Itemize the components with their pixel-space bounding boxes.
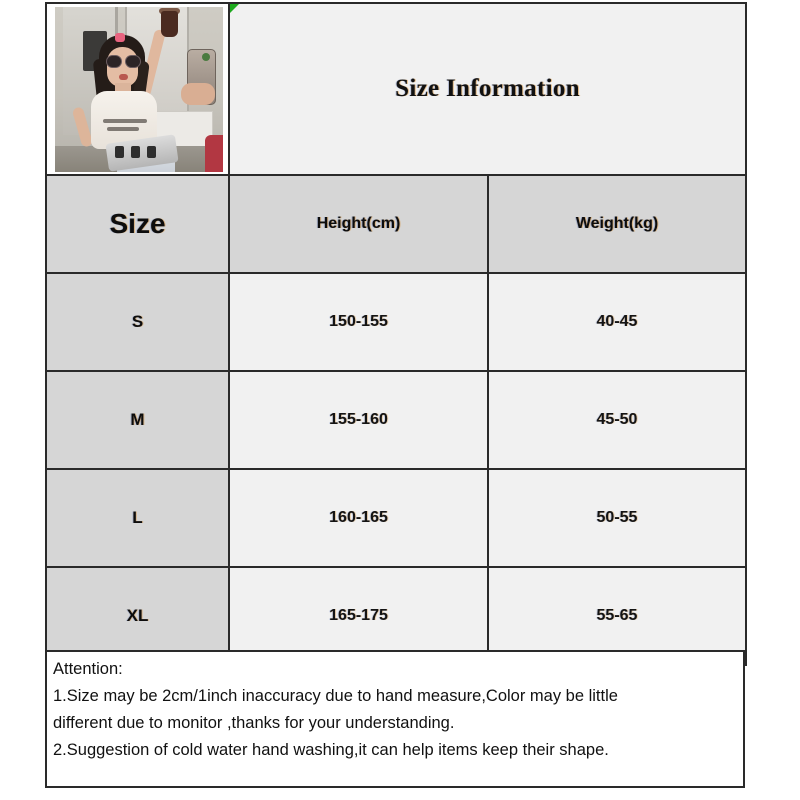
column-header-size-label: Size	[109, 208, 166, 239]
page-title: Size Information	[395, 75, 580, 102]
cell-weight-m: 45-50	[487, 370, 747, 470]
cell-size-s: S	[45, 272, 230, 372]
column-header-height: Height(cm)	[228, 174, 489, 274]
photo-top-print-line-1	[103, 119, 147, 123]
cell-size-xl: XL	[45, 566, 230, 666]
cell-weight-l: 50-55	[487, 468, 747, 568]
attention-notes-box: Attention: 1.Size may be 2cm/1inch inacc…	[45, 650, 745, 788]
cell-weight-s: 40-45	[487, 272, 747, 372]
size-information-title-cell: Size Information	[228, 2, 747, 176]
photo-phone-camera-dot	[202, 53, 210, 61]
green-corner-marker-icon	[230, 4, 239, 13]
column-header-size: Size	[45, 174, 230, 274]
cell-size-l: L	[45, 468, 230, 568]
attention-heading: Attention:	[53, 660, 123, 678]
cell-height-s: 150-155	[228, 272, 489, 372]
photo-model-lips	[119, 74, 128, 80]
column-header-weight: Weight(kg)	[487, 174, 747, 274]
table-row: S 150-155 40-45	[45, 272, 747, 372]
attention-note-1-line-2: different due to monitor ,thanks for you…	[53, 714, 455, 732]
size-information-table: Size Information Size Height(cm) Weight(…	[45, 2, 747, 666]
photo-drink-cup	[161, 11, 178, 37]
table-header-banner-row: Size Information	[45, 2, 747, 176]
attention-note-2: 2.Suggestion of cold water hand washing,…	[53, 741, 609, 759]
photo-red-object	[205, 135, 223, 172]
table-column-header-row: Size Height(cm) Weight(kg)	[45, 174, 747, 274]
photo-top-print-line-2	[107, 127, 139, 131]
cell-height-xl: 165-175	[228, 566, 489, 666]
table-row: L 160-165 50-55	[45, 468, 747, 568]
cell-height-l: 160-165	[228, 468, 489, 568]
product-photo	[55, 7, 223, 172]
cell-height-m: 155-160	[228, 370, 489, 470]
sunglasses-icon	[106, 55, 141, 68]
column-header-weight-label: Weight(kg)	[575, 215, 659, 232]
attention-note-1-line-1: 1.Size may be 2cm/1inch inaccuracy due t…	[53, 687, 618, 705]
product-photo-cell	[45, 2, 230, 176]
table-row: XL 165-175 55-65	[45, 566, 747, 666]
cell-size-m: M	[45, 370, 230, 470]
table-row: M 155-160 45-50	[45, 370, 747, 470]
column-header-height-label: Height(cm)	[316, 215, 401, 232]
cell-weight-xl: 55-65	[487, 566, 747, 666]
photo-hand-holding-phone	[181, 83, 215, 105]
photo-hair-clip	[115, 33, 125, 42]
